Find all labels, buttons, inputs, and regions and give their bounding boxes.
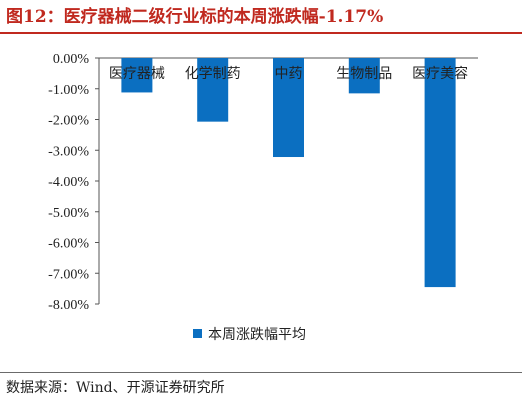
category-label: 生物制品 xyxy=(336,66,392,82)
title-rule xyxy=(0,32,522,34)
y-tick-label: -2.00% xyxy=(48,114,89,129)
bar-chart: 0.00% -1.00% -2.00% -3.00% -4.00% -5.00% -6.00… xyxy=(48,52,478,343)
y-tick-label: -5.00% xyxy=(48,206,89,221)
y-tick-label: -8.00% xyxy=(48,298,89,313)
y-tick-label: -1.00% xyxy=(48,83,89,98)
category-label: 医疗器械 xyxy=(109,66,165,82)
bar xyxy=(197,58,229,122)
y-tick-label: -7.00% xyxy=(48,267,89,282)
y-tick-label: 0.00% xyxy=(53,52,90,67)
bar xyxy=(273,58,304,158)
footer-rule xyxy=(0,372,522,373)
data-source: 数据来源：Wind、开源证券研究所 xyxy=(6,380,225,396)
chart-title: 图12：医疗器械二级行业标的本周涨跌幅-1.17% xyxy=(6,7,384,27)
bar xyxy=(348,58,380,94)
y-tick-label: -3.00% xyxy=(48,144,89,159)
y-tick-label: -6.00% xyxy=(48,237,89,252)
legend-swatch xyxy=(193,329,202,338)
bar xyxy=(424,58,456,288)
legend-label: 本周涨跌幅平均 xyxy=(208,327,306,343)
category-label: 化学制药 xyxy=(185,66,241,82)
category-label: 医疗美容 xyxy=(412,65,468,82)
category-label: 中药 xyxy=(275,66,303,82)
bar xyxy=(121,58,153,93)
y-tick-label: -4.00% xyxy=(48,175,89,190)
